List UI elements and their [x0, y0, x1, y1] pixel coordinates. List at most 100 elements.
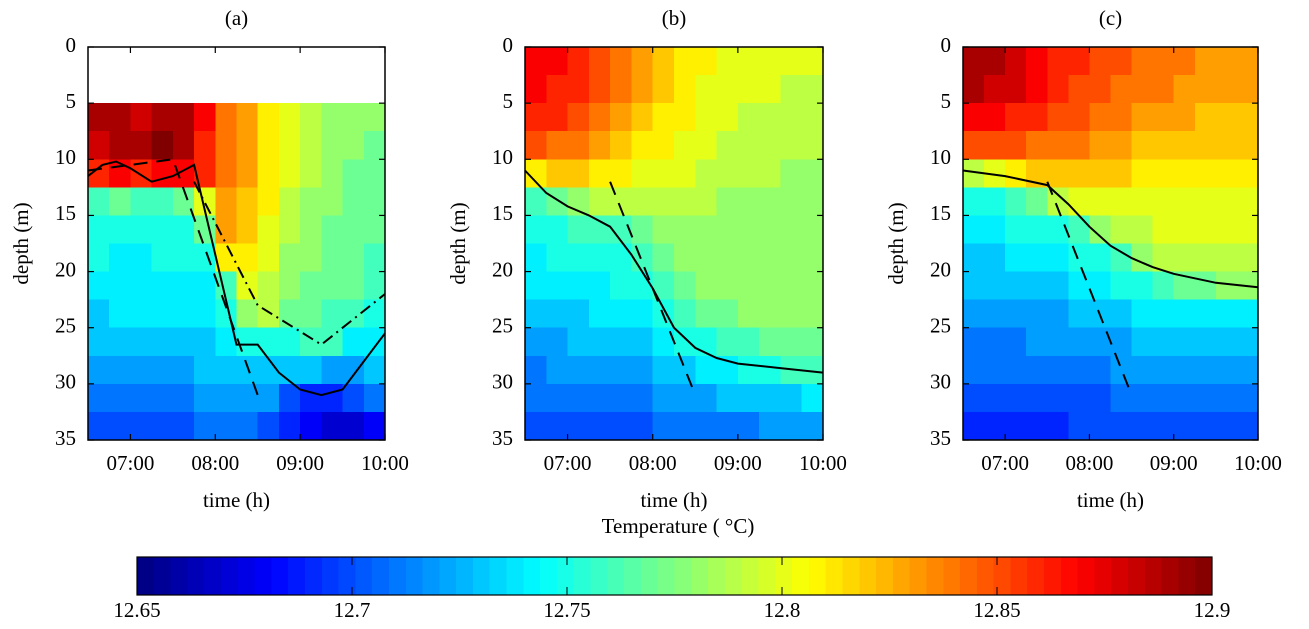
- heat-cell: [1173, 271, 1196, 301]
- colorbar-step: [960, 557, 978, 595]
- heat-cell: [1068, 187, 1091, 217]
- heat-cell: [780, 383, 803, 413]
- heat-cell: [716, 243, 739, 273]
- heat-cell: [1194, 215, 1217, 245]
- heat-cell: [321, 243, 344, 273]
- heat-cell: [1215, 187, 1238, 217]
- heat-cell: [1152, 411, 1175, 441]
- y-axis-title: depth (m): [884, 202, 908, 284]
- heat-cell: [300, 271, 322, 301]
- heat-cell: [172, 243, 195, 273]
- heat-cell: [674, 271, 696, 301]
- heat-cell: [1047, 159, 1069, 188]
- colorbar-step: [489, 557, 508, 595]
- heat-cell: [546, 131, 569, 160]
- heat-cell: [1110, 47, 1133, 76]
- heat-cell: [588, 159, 611, 188]
- heat-cell: [88, 355, 110, 385]
- heat-cell: [780, 299, 803, 329]
- heat-cell: [1131, 159, 1154, 188]
- heat-cell: [215, 159, 238, 188]
- y-tick-label: 35: [492, 426, 513, 450]
- heat-cell: [215, 383, 238, 413]
- heat-cell: [321, 383, 344, 413]
- heat-cell: [695, 327, 718, 357]
- heat-cell: [88, 299, 110, 329]
- heat-cell: [631, 411, 654, 441]
- heat-cell: [780, 187, 803, 217]
- heat-cell: [1110, 355, 1133, 385]
- x-tick-label: 08:00: [1066, 451, 1114, 475]
- profile-line: [1046, 181, 1133, 396]
- heat-cell: [300, 299, 322, 329]
- heat-cell: [759, 271, 782, 301]
- heat-cell: [695, 103, 718, 132]
- heat-cell: [1047, 47, 1069, 76]
- heat-cell: [300, 187, 322, 217]
- heat-cell: [194, 355, 216, 385]
- heat-cell: [546, 355, 569, 385]
- y-tick-label: 10: [492, 145, 513, 169]
- heat-cell: [151, 243, 174, 273]
- heat-cell: [1089, 243, 1112, 273]
- y-tick-label: 25: [55, 314, 76, 338]
- heat-cell: [342, 159, 365, 188]
- heat-cell: [130, 131, 153, 160]
- heat-cell: [1089, 355, 1112, 385]
- colorbar-step: [943, 557, 961, 595]
- heat-cell: [1215, 299, 1238, 329]
- heat-cell: [674, 131, 696, 160]
- heat-cell: [674, 243, 696, 273]
- heat-cell: [695, 243, 718, 273]
- heat-cell: [525, 271, 547, 301]
- heat-cell: [525, 355, 547, 385]
- colorbar-step: [153, 557, 172, 595]
- heat-cell: [109, 103, 132, 132]
- heat-cell: [257, 411, 280, 441]
- heat-cell: [1215, 159, 1238, 188]
- heat-cell: [1194, 299, 1217, 329]
- heat-cell: [194, 271, 216, 301]
- heat-cell: [610, 271, 633, 301]
- heat-cell: [257, 243, 280, 273]
- heat-cell: [278, 327, 301, 357]
- heat-cell: [1194, 47, 1217, 76]
- colorbar-step: [691, 557, 709, 595]
- heat-cell: [278, 411, 301, 441]
- heat-cell: [172, 215, 195, 245]
- heat-cell: [151, 159, 174, 188]
- heat-cell: [1047, 299, 1069, 329]
- heat-cell: [88, 103, 110, 132]
- heat-cell: [151, 411, 174, 441]
- heat-cell: [109, 411, 132, 441]
- heat-cell: [1236, 131, 1259, 160]
- heat-cell: [759, 215, 782, 245]
- y-tick-label: 15: [55, 201, 76, 225]
- heat-cell: [984, 47, 1006, 76]
- heat-cell: [984, 131, 1006, 160]
- heat-cell: [963, 271, 985, 301]
- heat-cell: [695, 75, 718, 104]
- heat-cell: [716, 75, 739, 104]
- heat-cell: [1236, 159, 1259, 188]
- heat-cell: [674, 47, 696, 76]
- heat-cell: [963, 383, 985, 413]
- heat-cell: [610, 47, 633, 76]
- heat-cell: [780, 47, 803, 76]
- y-tick-label: 25: [930, 314, 951, 338]
- heat-cell: [1026, 47, 1048, 76]
- heat-cell: [88, 131, 110, 160]
- heat-cell: [1005, 75, 1027, 104]
- colorbar-step: [657, 557, 676, 595]
- heat-cell: [716, 271, 739, 301]
- heat-cell: [737, 243, 760, 273]
- heat-cell: [1152, 47, 1175, 76]
- heat-cell: [1110, 411, 1133, 441]
- heat-cell: [567, 47, 590, 76]
- heat-cell: [716, 159, 739, 188]
- heat-cell: [130, 355, 153, 385]
- heat-cell: [759, 355, 782, 385]
- heat-cell: [1047, 411, 1069, 441]
- heat-cell: [172, 355, 195, 385]
- heat-cell: [321, 355, 344, 385]
